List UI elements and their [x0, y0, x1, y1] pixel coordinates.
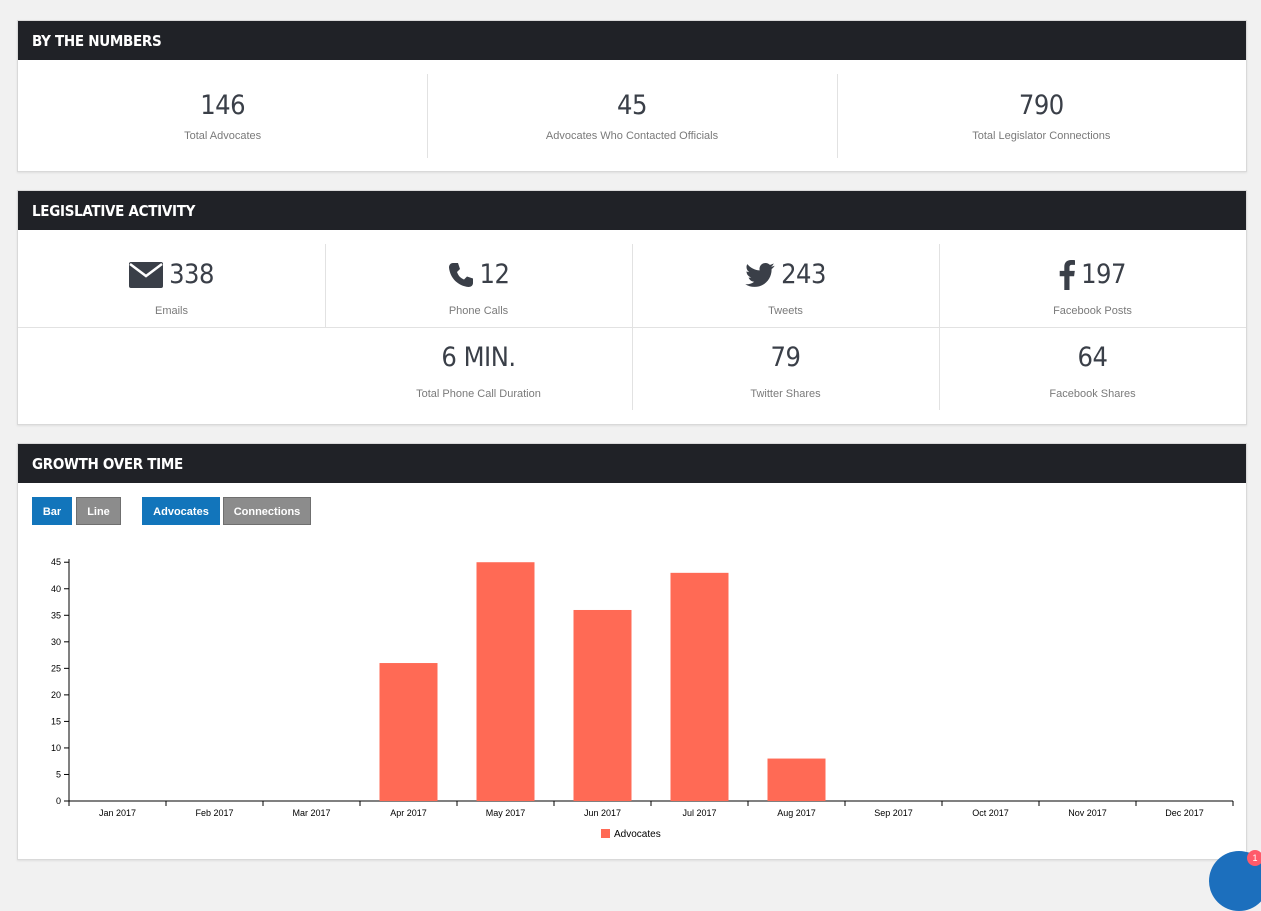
bar: [573, 609, 632, 801]
stat-total-advocates: 146 Total Advocates: [18, 60, 427, 172]
facebook-shares-label: Facebook Shares: [1049, 388, 1136, 400]
facebook-posts-label: Facebook Posts: [1053, 305, 1132, 317]
tweets-value: 243: [781, 259, 826, 290]
facebook-shares-value: 64: [1077, 342, 1108, 373]
y-tick-label: 5: [56, 769, 61, 779]
x-tick-label: Apr 2017: [390, 808, 427, 818]
connections-button[interactable]: Connections: [223, 497, 311, 525]
legislative-activity-title: LEGISLATIVE ACTIVITY: [18, 191, 1246, 230]
bar-chart-button[interactable]: Bar: [32, 497, 72, 525]
y-tick-label: 40: [51, 584, 61, 594]
bar: [476, 562, 535, 801]
growth-over-time-panel: GROWTH OVER TIME Bar Line Advocates Conn…: [17, 443, 1247, 860]
stat-label: Total Advocates: [184, 130, 262, 142]
emails-label: Emails: [154, 305, 188, 317]
emails-value: 338: [169, 259, 214, 290]
divider: [18, 327, 1246, 328]
bar: [670, 572, 729, 801]
stat-legislator-connections: 790 Total Legislator Connections: [836, 60, 1246, 172]
y-tick-label: 20: [51, 690, 61, 700]
x-tick-label: Aug 2017: [777, 808, 816, 818]
y-tick-label: 35: [51, 610, 61, 620]
stat-label: Total Legislator Connections: [972, 130, 1111, 142]
x-tick-label: Nov 2017: [1068, 808, 1107, 818]
phone-calls-value: 12: [479, 259, 510, 290]
x-tick-label: Dec 2017: [1165, 808, 1204, 818]
x-tick-label: May 2017: [486, 808, 526, 818]
facebook-posts-value: 197: [1081, 259, 1126, 290]
x-tick-label: Sep 2017: [874, 808, 913, 818]
call-duration-label: Total Phone Call Duration: [416, 388, 541, 400]
x-tick-label: Feb 2017: [195, 808, 233, 818]
x-tick-label: Jan 2017: [99, 808, 136, 818]
twitter-shares-label: Twitter Shares: [750, 388, 821, 400]
y-tick-label: 0: [56, 796, 61, 806]
stat-tweets: 243 Tweets: [632, 244, 939, 327]
phone-icon: [448, 263, 473, 287]
envelope-icon: [129, 262, 164, 288]
advocates-button[interactable]: Advocates: [142, 497, 220, 525]
tweets-label: Tweets: [768, 305, 803, 317]
chat-notification-badge: 1: [1247, 850, 1261, 866]
bar: [379, 663, 438, 801]
y-tick-label: 10: [51, 743, 61, 753]
stat-value: 146: [200, 90, 246, 121]
legend-label: Advocates: [614, 829, 661, 840]
stat-twitter-shares: 79 Twitter Shares: [632, 327, 939, 410]
legend-swatch: [601, 829, 610, 838]
stat-facebook-posts: 197 Facebook Posts: [939, 244, 1246, 327]
bar: [767, 758, 826, 801]
by-the-numbers-title: BY THE NUMBERS: [18, 21, 1246, 60]
y-tick-label: 45: [51, 557, 61, 567]
y-tick-label: 30: [51, 637, 61, 647]
y-tick-label: 15: [51, 716, 61, 726]
call-duration-value: 6 MIN.: [441, 342, 516, 373]
legislative-activity-panel: LEGISLATIVE ACTIVITY 338 Emails 12: [17, 190, 1247, 425]
twitter-icon: [745, 263, 775, 287]
stat-advocates-contacted: 45 Advocates Who Contacted Officials: [427, 60, 836, 172]
divider: [325, 244, 326, 327]
facebook-icon: [1059, 260, 1076, 290]
x-tick-label: Mar 2017: [292, 808, 330, 818]
growth-over-time-title: GROWTH OVER TIME: [18, 444, 1246, 483]
x-tick-label: Jun 2017: [584, 808, 621, 818]
by-the-numbers-panel: BY THE NUMBERS 146 Total Advocates 45 Ad…: [17, 20, 1247, 172]
stat-value: 790: [1018, 90, 1064, 121]
phone-calls-label: Phone Calls: [448, 305, 509, 317]
line-chart-button[interactable]: Line: [76, 497, 121, 525]
x-tick-label: Oct 2017: [972, 808, 1009, 818]
stat-facebook-shares: 64 Facebook Shares: [939, 327, 1246, 410]
stat-phone-calls: 12 Phone Calls: [325, 244, 632, 327]
stat-value: 45: [617, 90, 647, 121]
y-tick-label: 25: [51, 663, 61, 673]
stat-label: Advocates Who Contacted Officials: [545, 130, 719, 142]
x-tick-label: Jul 2017: [682, 808, 716, 818]
twitter-shares-value: 79: [770, 342, 801, 373]
stat-emails: 338 Emails: [18, 244, 325, 327]
stat-call-duration: 6 MIN. Total Phone Call Duration: [325, 327, 632, 410]
growth-bar-chart: 0 5 10 15 20 25 30 35 40 45 Jan 2017 Feb 2017 Mar 20…: [51, 557, 1234, 840]
